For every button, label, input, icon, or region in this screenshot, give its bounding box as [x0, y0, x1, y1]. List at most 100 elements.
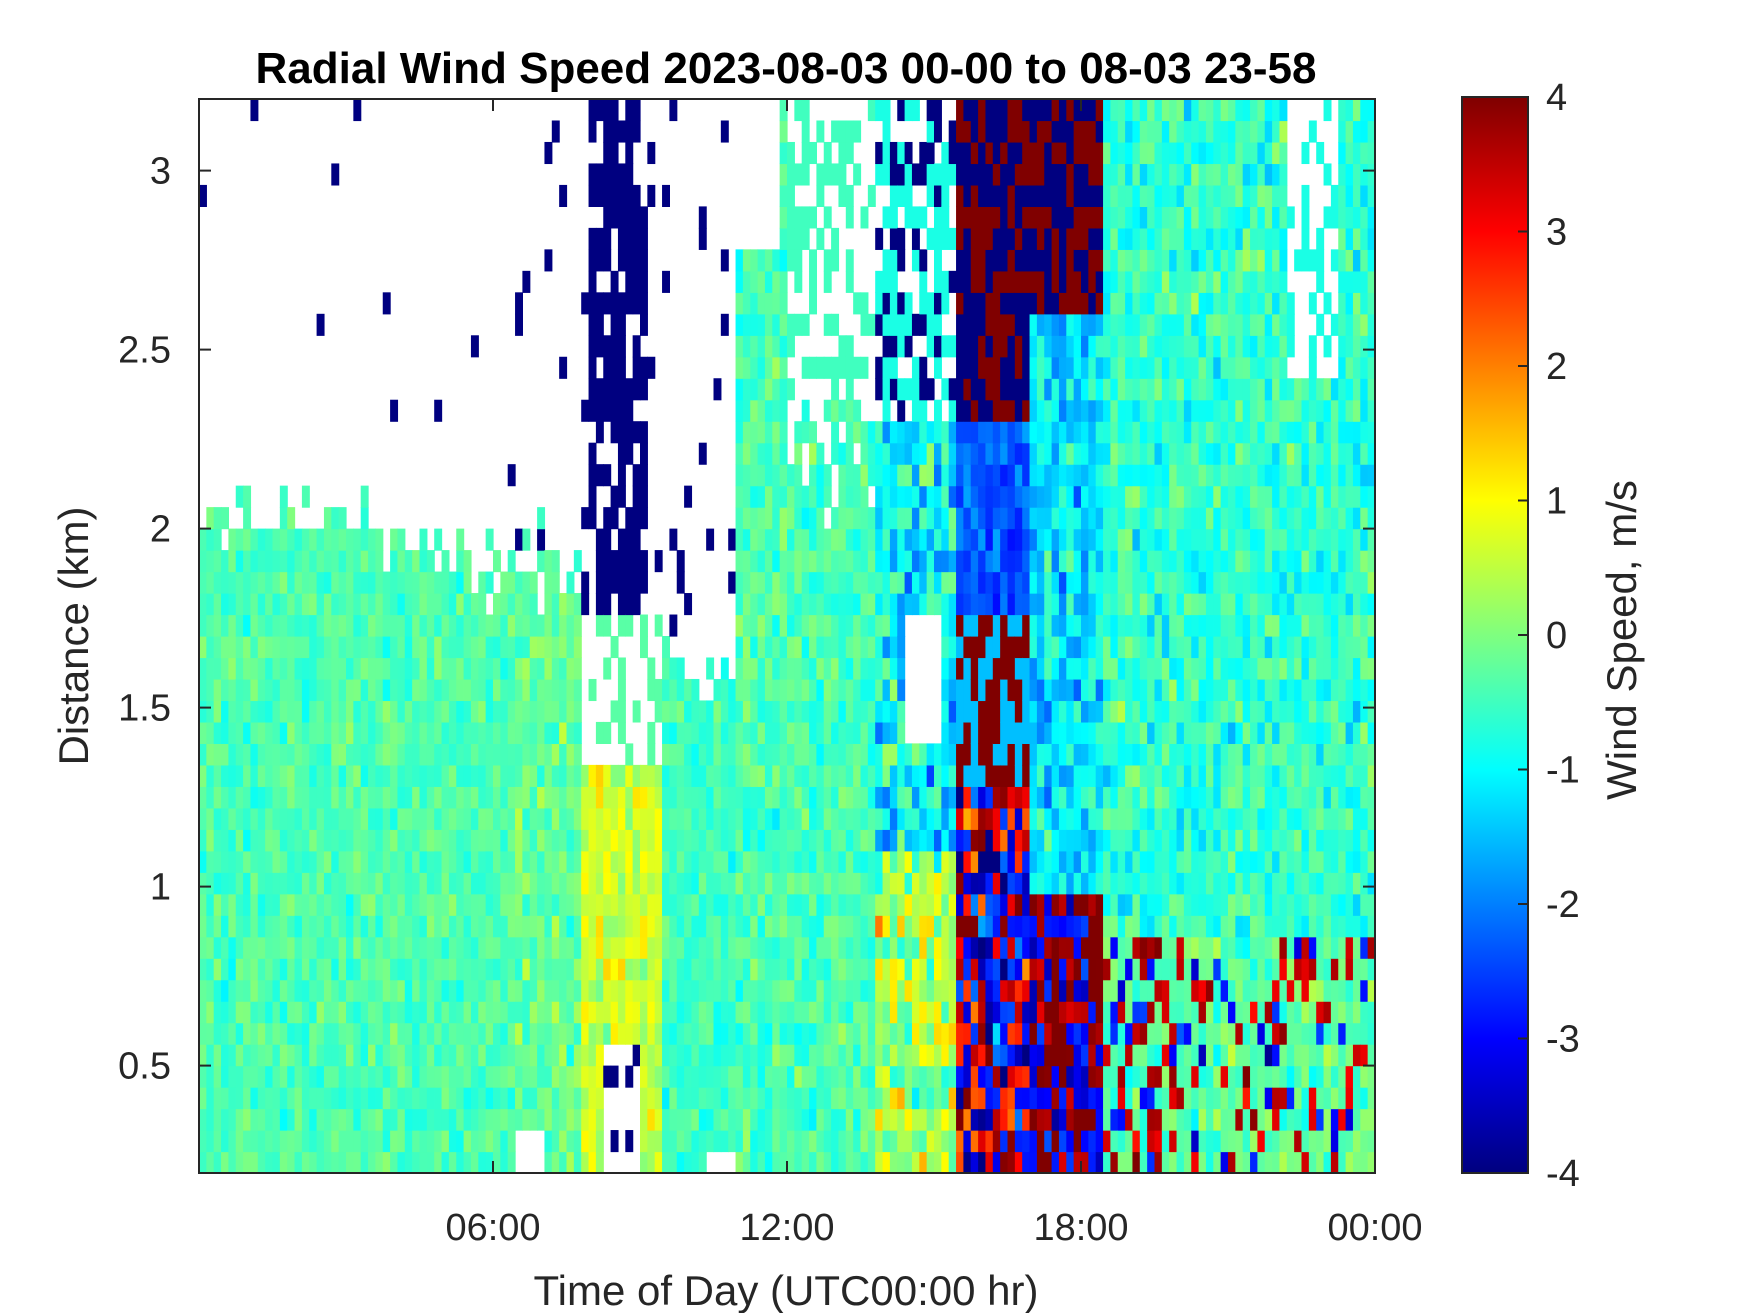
heatmap-cell	[853, 1087, 862, 1110]
heatmap-cell	[397, 893, 406, 916]
heatmap-cell	[301, 1087, 310, 1110]
heatmap-cell	[662, 872, 670, 895]
heatmap-cell	[1066, 550, 1075, 573]
heatmap-cell	[603, 184, 612, 207]
heatmap-cell	[911, 356, 920, 379]
heatmap-cell	[625, 163, 634, 186]
heatmap-cell	[757, 678, 766, 702]
heatmap-cell	[294, 958, 303, 981]
heatmap-cell	[448, 657, 457, 680]
heatmap-cell	[544, 1087, 553, 1110]
heatmap-cell	[1044, 979, 1053, 1002]
heatmap-cell	[963, 936, 972, 959]
heatmap-cell	[1125, 163, 1134, 186]
heatmap-cell	[934, 206, 942, 229]
heatmap-cell	[456, 1022, 465, 1045]
heatmap-cell	[787, 485, 795, 508]
heatmap-cell	[1117, 657, 1126, 680]
heatmap-cell	[1139, 1151, 1148, 1174]
heatmap-cell	[1176, 163, 1185, 186]
heatmap-cell	[1036, 786, 1045, 809]
heatmap-cell	[684, 1087, 693, 1110]
heatmap-cell	[956, 120, 964, 143]
heatmap-cell	[470, 743, 479, 766]
heatmap-cell	[221, 1151, 229, 1174]
heatmap-cell	[515, 764, 523, 787]
heatmap-cell	[676, 571, 685, 594]
heatmap-cell	[956, 1044, 964, 1067]
heatmap-cell	[1103, 807, 1111, 830]
heatmap-cell	[735, 893, 744, 916]
heatmap-cell	[206, 829, 215, 852]
heatmap-cell	[573, 807, 582, 830]
heatmap-cell	[772, 378, 781, 401]
heatmap-cell	[448, 614, 457, 637]
heatmap-cell	[346, 721, 354, 744]
heatmap-cell	[1147, 872, 1156, 895]
heatmap-cell	[1117, 571, 1126, 594]
heatmap-cell	[1154, 270, 1163, 293]
heatmap-cell	[368, 1044, 376, 1067]
heatmap-cell	[897, 1001, 906, 1024]
heatmap-cell	[706, 1087, 715, 1110]
heatmap-cell	[794, 979, 803, 1002]
heatmap-cell	[1117, 99, 1126, 122]
heatmap-cell	[228, 1001, 237, 1024]
heatmap-cell	[831, 356, 840, 379]
heatmap-cell	[397, 872, 406, 895]
heatmap-cell	[941, 1087, 950, 1110]
heatmap-cell	[522, 678, 531, 702]
heatmap-cell	[794, 270, 803, 293]
heatmap-cell	[1139, 872, 1148, 895]
heatmap-cell	[1147, 99, 1156, 122]
heatmap-cell	[1036, 464, 1045, 487]
heatmap-cell	[1088, 313, 1097, 336]
heatmap-cell	[537, 657, 546, 680]
heatmap-cell	[1014, 421, 1023, 444]
heatmap-cell	[647, 872, 656, 895]
heatmap-cell	[456, 1001, 465, 1024]
heatmap-cell	[301, 528, 310, 551]
heatmap-cell	[478, 958, 487, 981]
heatmap-cell	[390, 636, 399, 659]
heatmap-cell	[493, 1044, 501, 1067]
heatmap-cell	[353, 99, 362, 122]
heatmap-cell	[779, 163, 788, 186]
heatmap-cell	[382, 829, 391, 852]
heatmap-cell	[1044, 464, 1053, 487]
heatmap-cell	[728, 872, 737, 895]
heatmap-cell	[978, 721, 987, 744]
heatmap-cell	[934, 571, 942, 594]
heatmap-cell	[985, 184, 994, 207]
heatmap-cell	[875, 356, 884, 379]
heatmap-cell	[1051, 657, 1060, 680]
heatmap-cell	[934, 915, 942, 938]
heatmap-cell	[904, 593, 913, 616]
heatmap-cell	[426, 700, 435, 723]
heatmap-cell	[662, 270, 670, 293]
heatmap-cell	[1132, 1065, 1141, 1088]
heatmap-cell	[610, 184, 619, 207]
heatmap-cell	[970, 292, 979, 315]
heatmap-cell	[294, 1108, 303, 1131]
heatmap-cell	[279, 915, 288, 938]
heatmap-cell	[309, 1001, 318, 1024]
heatmap-cell	[764, 764, 773, 787]
heatmap-cell	[507, 829, 516, 852]
heatmap-cell	[1125, 206, 1134, 229]
heatmap-cell	[794, 1022, 803, 1045]
heatmap-cell	[956, 313, 964, 336]
heatmap-cell	[676, 721, 685, 744]
heatmap-cell	[809, 958, 817, 981]
heatmap-cell	[507, 743, 516, 766]
heatmap-cell	[588, 1087, 597, 1110]
heatmap-cell	[772, 636, 781, 659]
heatmap-cell	[1125, 550, 1134, 573]
heatmap-cell	[985, 764, 994, 787]
heatmap-cell	[1161, 593, 1170, 616]
heatmap-cell	[698, 850, 707, 873]
heatmap-cell	[1000, 1022, 1009, 1045]
heatmap-cell	[522, 915, 531, 938]
heatmap-cell	[316, 1151, 325, 1174]
heatmap-cell	[1169, 958, 1178, 981]
